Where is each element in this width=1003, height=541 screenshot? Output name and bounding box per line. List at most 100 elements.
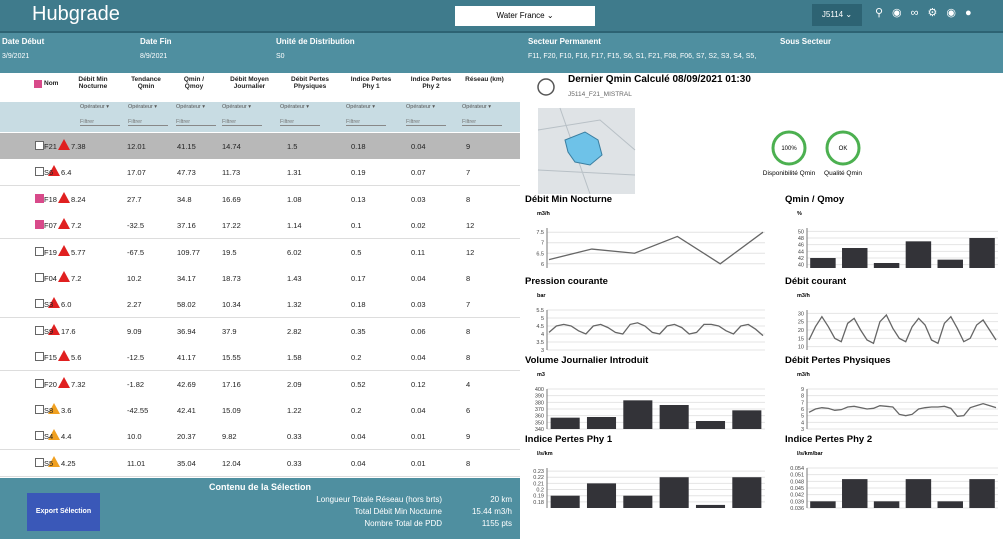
cell: 0.19 bbox=[351, 168, 366, 178]
operator-select[interactable]: Opérateur bbox=[346, 104, 375, 110]
table-row[interactable]: F15 5.6 -12.5 41.17 15.55 1.58 0.2 0.04 8 bbox=[0, 344, 520, 372]
bar bbox=[842, 479, 868, 508]
y-tick-label: 4.5 bbox=[536, 324, 544, 330]
operator-select[interactable]: Opérateur bbox=[222, 104, 251, 110]
org-select[interactable]: Water France ⌄ bbox=[455, 6, 595, 26]
bar bbox=[969, 238, 995, 268]
filter-input[interactable]: Filtrer bbox=[176, 119, 216, 126]
icons[interactable]: ⚲◉∞⚙◉● bbox=[875, 7, 981, 19]
y-tick-label: 9 bbox=[801, 387, 804, 393]
export-button[interactable]: Export Sélection bbox=[27, 493, 100, 531]
cell: 0.12 bbox=[411, 379, 426, 389]
filter-input[interactable]: Filtrer bbox=[462, 119, 502, 126]
select-all[interactable] bbox=[34, 80, 42, 88]
filter-input[interactable]: Filtrer bbox=[222, 119, 262, 126]
filter-input[interactable]: Filtrer bbox=[406, 119, 446, 126]
cell: S4 bbox=[44, 432, 54, 442]
row-checkbox[interactable] bbox=[35, 246, 44, 256]
table-row[interactable]: S9 17.6 9.09 36.94 37.9 2.82 0.35 0.06 8 bbox=[0, 317, 520, 345]
cell: 17.16 bbox=[222, 379, 241, 389]
y-tick-label: 30 bbox=[798, 311, 804, 317]
map-zone bbox=[564, 131, 603, 166]
bar bbox=[586, 417, 617, 429]
alert-icon bbox=[58, 139, 70, 150]
operator-select[interactable]: Opérateur bbox=[128, 104, 157, 110]
row-checkbox[interactable] bbox=[35, 167, 44, 177]
operator-select[interactable]: Opérateur bbox=[176, 104, 205, 110]
y-tick-label: 48 bbox=[798, 236, 804, 242]
cell: 1.58 bbox=[287, 353, 302, 363]
row-checkbox[interactable] bbox=[35, 193, 44, 203]
bar bbox=[550, 417, 580, 429]
cell: 14.74 bbox=[222, 142, 241, 151]
indicator-ring bbox=[825, 130, 861, 166]
table-row[interactable]: S6 6.4 17.07 47.73 11.73 1.31 0.19 0.07 7 bbox=[0, 159, 520, 187]
cell: 37.9 bbox=[222, 326, 237, 336]
row-checkbox[interactable] bbox=[35, 325, 44, 335]
table-row[interactable]: S5 4.25 11.01 35.04 12.04 0.33 0.04 0.01 8 bbox=[0, 449, 520, 477]
filter-label: Unité de Distribution bbox=[276, 37, 355, 46]
cell: 8 bbox=[466, 353, 471, 363]
cell: S8 bbox=[44, 406, 54, 415]
indicator-label: Disponibilité Qmin bbox=[763, 170, 816, 177]
bar bbox=[695, 504, 726, 508]
table-row[interactable]: F19 5.77 -67.5 109.77 19.5 6.02 0.5 0.11 12 bbox=[0, 238, 520, 266]
y-tick-label: 380 bbox=[535, 400, 544, 406]
row-checkbox[interactable] bbox=[35, 141, 44, 150]
cell: 37.16 bbox=[177, 221, 196, 231]
alert-icon bbox=[48, 297, 60, 309]
row-checkbox[interactable] bbox=[35, 273, 44, 282]
table: Nom Débit Min Nocturne Opérateur Filtrer Ten… bbox=[0, 71, 520, 477]
row-checkbox[interactable] bbox=[35, 457, 44, 467]
cell: 12.01 bbox=[127, 142, 146, 151]
row-checkbox[interactable] bbox=[35, 378, 44, 388]
alert-icon bbox=[58, 271, 70, 282]
search-icon bbox=[537, 78, 555, 96]
filter-input[interactable]: Filtrer bbox=[280, 119, 320, 126]
row-checkbox[interactable] bbox=[35, 405, 44, 414]
cell: 36.94 bbox=[177, 326, 196, 336]
column-header: Débit Min Nocturne bbox=[78, 76, 108, 90]
user-select[interactable]: J5114 ⌄ bbox=[812, 4, 862, 26]
filter-input[interactable]: Filtrer bbox=[346, 119, 386, 126]
filter-input[interactable]: Filtrer bbox=[128, 119, 168, 126]
bar bbox=[623, 400, 653, 429]
table-row[interactable]: S8 3.6 -42.55 42.41 15.09 1.22 0.2 0.04 6 bbox=[0, 397, 520, 424]
y-tick-label: 0.051 bbox=[790, 473, 804, 479]
row-checkbox[interactable] bbox=[35, 352, 44, 362]
operator-select[interactable]: Opérateur bbox=[280, 104, 309, 110]
operator-select[interactable]: Opérateur bbox=[406, 104, 435, 110]
cell: F19 bbox=[44, 247, 57, 257]
cell: 15.55 bbox=[222, 353, 241, 363]
y-tick-label: 5 bbox=[801, 414, 804, 420]
cell: 17.07 bbox=[127, 168, 146, 178]
map-roads bbox=[537, 107, 636, 195]
chart-title: Volume Journalier Introduit bbox=[525, 355, 649, 366]
operator-select[interactable]: Opérateur bbox=[462, 104, 491, 110]
table-row[interactable]: F04 7.2 10.2 34.17 18.73 1.43 0.17 0.04 8 bbox=[0, 265, 520, 292]
row-checkbox[interactable] bbox=[35, 220, 44, 230]
row-checkbox[interactable] bbox=[35, 431, 44, 441]
cell: 0.18 bbox=[351, 142, 366, 151]
cell: F21 bbox=[44, 142, 57, 151]
operator-select[interactable]: Opérateur bbox=[80, 104, 109, 110]
cell: 0.13 bbox=[351, 194, 366, 204]
y-tick-label: 0.2 bbox=[536, 488, 544, 494]
cell: S6 bbox=[44, 168, 54, 178]
filter-value: 3/9/2021 bbox=[2, 53, 30, 60]
table-row[interactable]: S4 4.4 10.0 20.37 9.82 0.33 0.04 0.01 9 bbox=[0, 423, 520, 451]
table-row[interactable]: F07 7.2 -32.5 37.16 17.22 1.14 0.1 0.02 12 bbox=[0, 212, 520, 240]
cell: 41.17 bbox=[177, 353, 196, 363]
row-checkbox[interactable] bbox=[35, 299, 44, 309]
line bbox=[548, 231, 764, 265]
filter-value: F11, F20, F10, F16, F17, F15, S6, S1, F2… bbox=[528, 53, 757, 60]
y-tick-label: 0.042 bbox=[790, 493, 804, 499]
cell: 7.32 bbox=[71, 379, 86, 389]
table-row[interactable]: F20 7.32 -1.82 42.69 17.16 2.09 0.52 0.12 4 bbox=[0, 370, 520, 398]
table-row[interactable]: F18 8.24 27.7 34.8 16.69 1.08 0.13 0.03 8 bbox=[0, 185, 520, 213]
cell: 27.7 bbox=[127, 194, 142, 204]
table-row[interactable]: F21 7.38 12.01 41.15 14.74 1.5 0.18 0.04 9 bbox=[0, 133, 520, 160]
filter-input[interactable]: Filtrer bbox=[80, 119, 120, 126]
cell: 2.82 bbox=[287, 326, 302, 336]
table-row[interactable]: S3 6.0 2.27 58.02 10.34 1.32 0.18 0.03 7 bbox=[0, 291, 520, 319]
